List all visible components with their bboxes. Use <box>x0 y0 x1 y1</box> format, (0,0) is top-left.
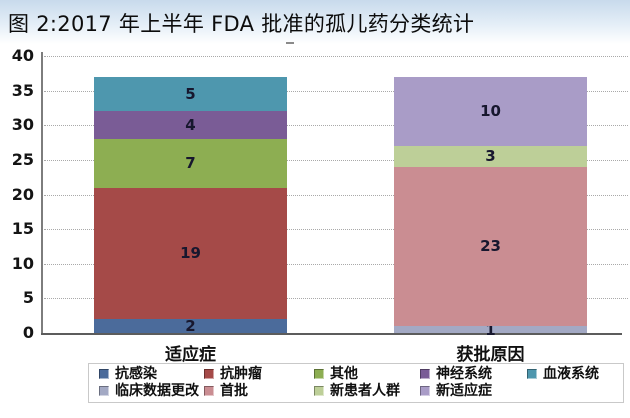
bar-segment <box>394 326 587 333</box>
bar-segment-value: 2 <box>185 317 196 336</box>
gridline <box>44 263 628 265</box>
figure-title: 图 2:2017 年上半年 FDA 批准的孤儿药分类统计 <box>8 12 475 36</box>
legend-swatch-icon <box>99 369 109 379</box>
bar-segment <box>394 166 587 327</box>
y-axis-line <box>41 52 43 333</box>
legend-label: 其他 <box>330 366 358 382</box>
gridline <box>44 194 628 196</box>
bar-segment-value: 19 <box>180 244 201 263</box>
bar-segment <box>94 139 287 188</box>
legend-label: 神经系统 <box>436 366 492 382</box>
y-tick-label: 30 <box>11 115 34 135</box>
bar-segment <box>394 146 587 167</box>
x-category-label: 获批原因 <box>456 345 525 365</box>
y-tick-label: 10 <box>11 253 34 273</box>
gridline <box>44 229 628 231</box>
bar-segment <box>394 76 587 147</box>
legend-label: 抗感染 <box>115 366 157 382</box>
x-axis-line <box>41 333 622 335</box>
legend-label: 新适应症 <box>436 383 492 399</box>
bar-segment-value: 5 <box>185 85 196 104</box>
bar-segment <box>94 319 287 333</box>
legend-label: 首批 <box>220 383 248 399</box>
bar-segment <box>94 187 287 320</box>
gridline <box>44 125 628 127</box>
y-tick-label: 5 <box>22 288 34 308</box>
legend: 抗感染 抗肿瘤 其他 神经系统 血液系统临床数据更改 首批 新患者人群 新适应症 <box>88 363 624 403</box>
legend-label: 血液系统 <box>543 366 599 382</box>
y-tick-label: 20 <box>11 184 34 204</box>
y-tick-label: 35 <box>11 80 34 100</box>
y-tick-label: 25 <box>11 149 34 169</box>
legend-swatch-icon <box>420 386 430 396</box>
y-tick-label: 15 <box>11 219 34 239</box>
stray-dash-mark <box>286 42 294 44</box>
gridline <box>44 159 628 161</box>
bar-segment-value: 3 <box>485 147 496 166</box>
gridline <box>44 298 628 300</box>
x-category-label: 适应症 <box>165 345 216 365</box>
legend-swatch-icon <box>314 386 324 396</box>
gridline <box>44 56 628 57</box>
gridline <box>44 90 628 92</box>
legend-label: 新患者人群 <box>330 383 400 399</box>
bar-segment-value: 10 <box>480 102 501 121</box>
legend-swatch-icon <box>527 369 537 379</box>
y-tick-label: 40 <box>11 46 34 65</box>
bar-segment-value: 23 <box>480 237 501 256</box>
legend-label: 抗肿瘤 <box>220 366 262 382</box>
legend-swatch-icon <box>204 369 214 379</box>
legend-swatch-icon <box>204 386 214 396</box>
title-bar: 图 2:2017 年上半年 FDA 批准的孤儿药分类统计 <box>0 0 630 44</box>
y-tick-label: 0 <box>22 323 34 342</box>
bar-segment <box>94 111 287 140</box>
bar-segment-value: 7 <box>185 154 196 173</box>
legend-swatch-icon <box>420 369 430 379</box>
bar-segment <box>94 76 287 112</box>
legend-swatch-icon <box>314 369 324 379</box>
bar-segment-value: 4 <box>185 116 196 135</box>
legend-swatch-icon <box>99 386 109 396</box>
legend-label: 临床数据更改 <box>115 383 199 399</box>
bar-segment-value: 1 <box>485 320 496 339</box>
